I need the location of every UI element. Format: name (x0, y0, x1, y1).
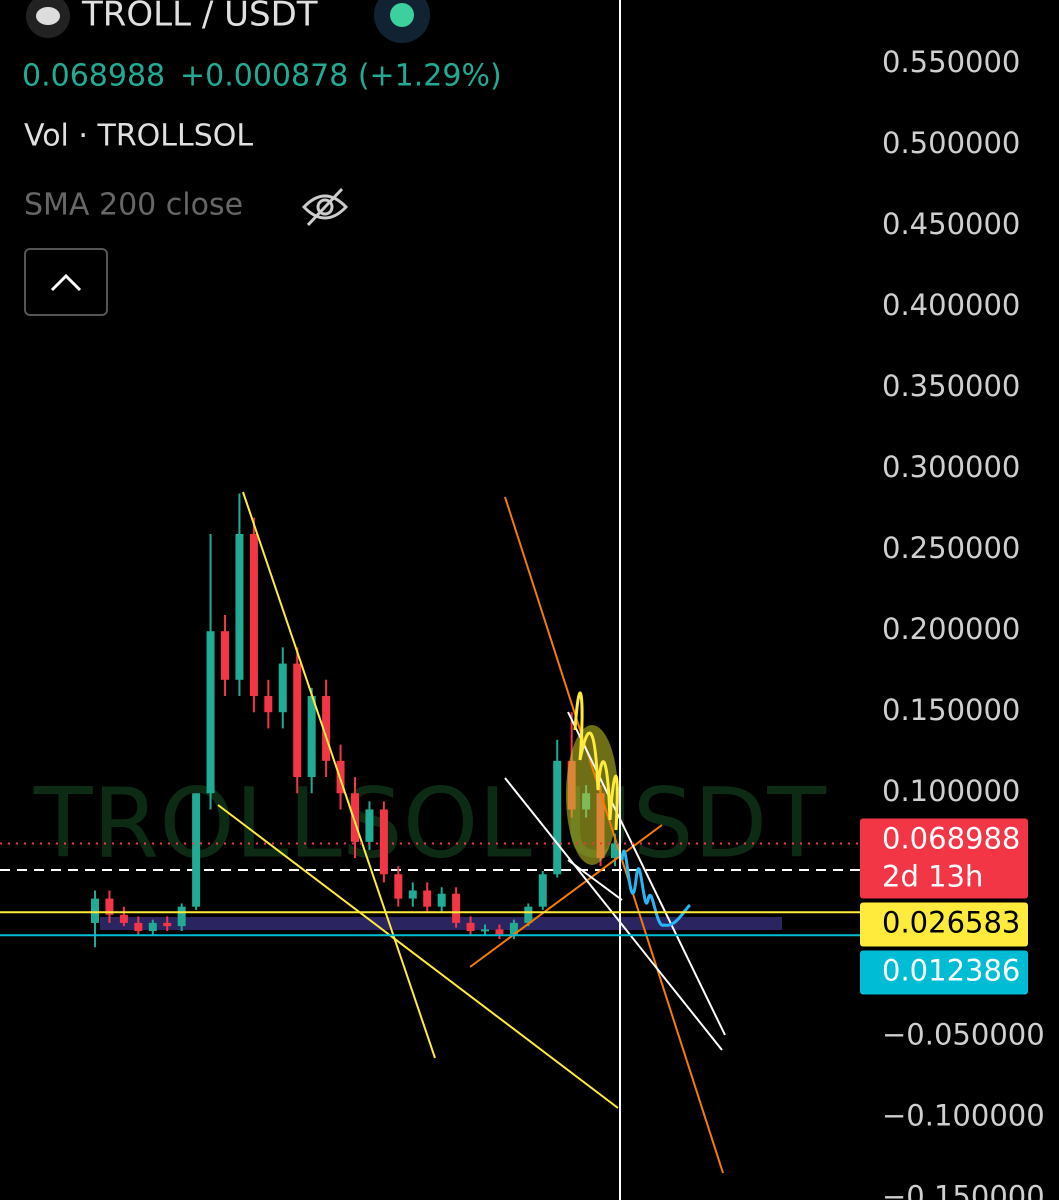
candle-body (524, 906, 533, 923)
candle-body (249, 533, 258, 697)
candle-body (264, 696, 273, 713)
price-label: 0.026583 (882, 906, 1020, 940)
candle-body (119, 914, 128, 923)
candle-body (481, 929, 489, 932)
candle-body (322, 696, 331, 761)
price-lines: 0.068988 2d 13h 0.026583 0.012386 (0, 818, 1028, 995)
hide-icon[interactable] (301, 187, 349, 227)
candle-body (466, 922, 475, 931)
candle-body (148, 922, 157, 931)
y-tick-label: 0.300000 (882, 450, 1020, 484)
candles (91, 493, 619, 948)
candle-body (221, 631, 229, 680)
countdown: 2d 13h (882, 860, 983, 894)
y-tick-label: −0.150000 (882, 1179, 1045, 1200)
candle-body (235, 533, 244, 680)
candle-body (206, 631, 215, 794)
price-label: 0.012386 (882, 954, 1020, 988)
candle-body (538, 874, 547, 907)
y-tick-label: 0.500000 (882, 126, 1020, 160)
price-label-box (860, 818, 1028, 899)
y-tick-label: 0.150000 (882, 693, 1020, 727)
y-tick-label: 0.250000 (882, 531, 1020, 565)
candle-body (394, 874, 403, 899)
collapse-button[interactable] (24, 248, 108, 316)
candle-body (365, 809, 374, 842)
price-label-box (860, 950, 1028, 995)
candle-body (351, 793, 359, 842)
candle-body (437, 893, 446, 907)
y-tick-label: −0.100000 (882, 1098, 1045, 1132)
last-price: 0.068988 (22, 59, 165, 94)
candle-body (307, 696, 316, 778)
y-tick-label: 0.550000 (882, 45, 1020, 79)
y-tick-label: 0.100000 (882, 774, 1020, 808)
logo-face (36, 7, 60, 25)
symbol: TROLL / USDT (81, 0, 318, 35)
candle-body (509, 922, 518, 935)
candle-body (423, 890, 432, 907)
drawings (217, 491, 726, 1174)
price-change: +0.000878 (+1.29%) (180, 59, 502, 94)
candle-body (293, 663, 302, 778)
candle-body (408, 890, 417, 899)
candle-body (105, 898, 114, 915)
candle-body (495, 929, 504, 935)
watermark: TROLLSOL USDT (33, 767, 827, 879)
status-dot (390, 3, 414, 27)
price-axis: 0.550000 0.500000 0.450000 0.400000 0.350000… (870, 45, 1045, 1200)
candle-body (91, 898, 99, 923)
y-tick-label: 0.350000 (882, 369, 1020, 403)
chevron (50, 273, 82, 292)
candle-body (192, 793, 201, 907)
y-tick-label: 0.400000 (882, 288, 1020, 322)
candle-body (278, 663, 287, 713)
price-label: 0.068988 (882, 822, 1020, 856)
price-label-box (860, 902, 1028, 947)
indicator-label: SMA 200 close (24, 188, 243, 223)
candle-body (452, 893, 461, 923)
y-tick-label: −0.050000 (882, 1017, 1045, 1051)
candle-body (611, 843, 619, 859)
candle-body (163, 922, 172, 927)
zone (100, 917, 782, 930)
volume-label: Vol · TROLLSOL (24, 119, 253, 154)
candle-body (134, 922, 143, 931)
candle-body (553, 760, 562, 875)
candle-body (177, 906, 186, 927)
y-tick-label: 0.200000 (882, 612, 1020, 646)
y-tick-label: 0.450000 (882, 207, 1020, 241)
candle-body (379, 809, 388, 875)
